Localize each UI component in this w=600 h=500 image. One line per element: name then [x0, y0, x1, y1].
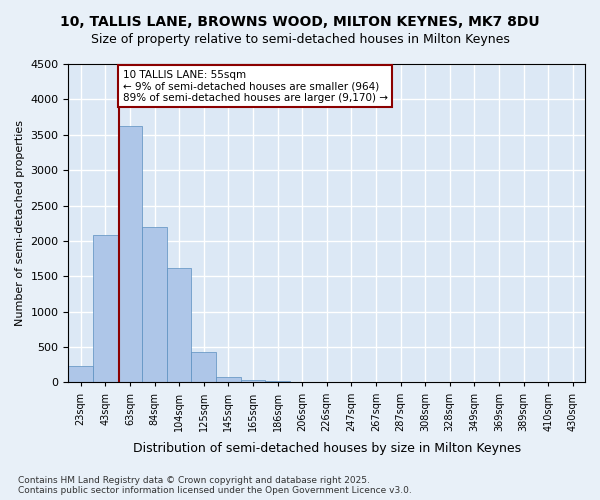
X-axis label: Distribution of semi-detached houses by size in Milton Keynes: Distribution of semi-detached houses by … — [133, 442, 521, 455]
Bar — [118, 126, 142, 382]
Bar — [142, 227, 167, 382]
Text: 10 TALLIS LANE: 55sqm
← 9% of semi-detached houses are smaller (964)
89% of semi: 10 TALLIS LANE: 55sqm ← 9% of semi-detac… — [122, 70, 388, 103]
Bar — [68, 366, 93, 382]
Y-axis label: Number of semi-detached properties: Number of semi-detached properties — [15, 120, 25, 326]
Text: Contains HM Land Registry data © Crown copyright and database right 2025.
Contai: Contains HM Land Registry data © Crown c… — [18, 476, 412, 495]
Bar — [241, 380, 265, 382]
Text: Size of property relative to semi-detached houses in Milton Keynes: Size of property relative to semi-detach… — [91, 32, 509, 46]
Bar — [93, 234, 118, 382]
Bar — [191, 352, 216, 382]
Bar — [167, 268, 191, 382]
Bar — [216, 377, 241, 382]
Text: 10, TALLIS LANE, BROWNS WOOD, MILTON KEYNES, MK7 8DU: 10, TALLIS LANE, BROWNS WOOD, MILTON KEY… — [60, 15, 540, 29]
Bar — [265, 381, 290, 382]
